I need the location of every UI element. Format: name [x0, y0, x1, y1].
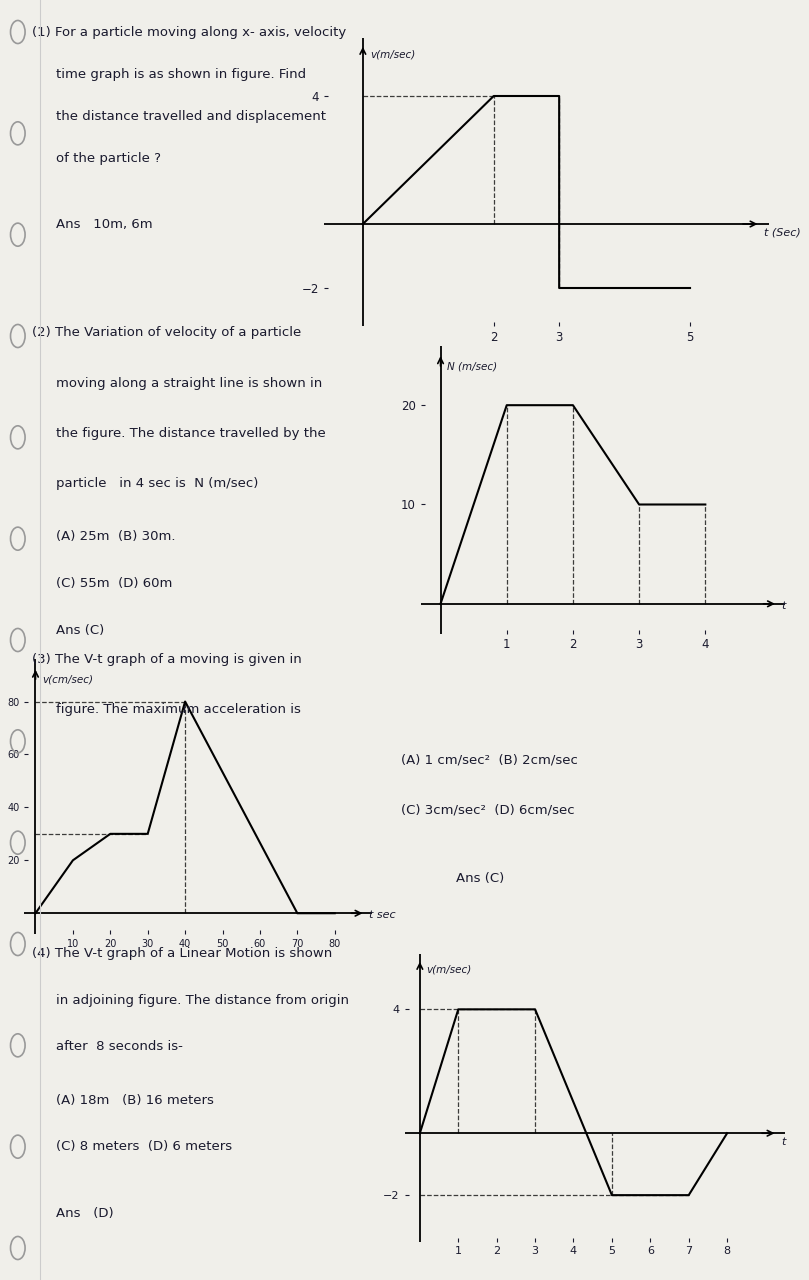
- Text: N (m/sec): N (m/sec): [447, 361, 497, 371]
- Text: v(cm/sec): v(cm/sec): [42, 675, 93, 685]
- Text: (4) The V-t graph of a Linear Motion is shown: (4) The V-t graph of a Linear Motion is …: [32, 947, 332, 960]
- Text: after  8 seconds is-: after 8 seconds is-: [56, 1041, 183, 1053]
- Text: particle   in 4 sec is  N (m/sec): particle in 4 sec is N (m/sec): [56, 477, 258, 490]
- Text: t sec: t sec: [369, 910, 396, 920]
- Text: in adjoining figure. The distance from origin: in adjoining figure. The distance from o…: [56, 993, 349, 1007]
- Text: Ans (C): Ans (C): [56, 625, 104, 637]
- Text: t: t: [781, 602, 786, 611]
- Text: (C) 3cm/sec²  (D) 6cm/sec: (C) 3cm/sec² (D) 6cm/sec: [401, 804, 574, 817]
- Text: (A) 25m  (B) 30m.: (A) 25m (B) 30m.: [56, 530, 176, 543]
- Text: (C) 8 meters  (D) 6 meters: (C) 8 meters (D) 6 meters: [56, 1140, 232, 1153]
- Text: (3) The V-t graph of a moving is given in: (3) The V-t graph of a moving is given i…: [32, 653, 302, 666]
- Text: Ans   (D): Ans (D): [56, 1207, 113, 1220]
- Text: of the particle ?: of the particle ?: [56, 152, 161, 165]
- Text: (A) 1 cm/sec²  (B) 2cm/sec: (A) 1 cm/sec² (B) 2cm/sec: [401, 753, 578, 767]
- Text: (A) 18m   (B) 16 meters: (A) 18m (B) 16 meters: [56, 1093, 214, 1107]
- Text: moving along a straight line is shown in: moving along a straight line is shown in: [56, 376, 322, 389]
- Text: (C) 55m  (D) 60m: (C) 55m (D) 60m: [56, 577, 172, 590]
- Text: t: t: [781, 1137, 786, 1147]
- Text: (2) The Variation of velocity of a particle: (2) The Variation of velocity of a parti…: [32, 326, 302, 339]
- Text: v(m/sec): v(m/sec): [370, 50, 415, 60]
- Text: the figure. The distance travelled by the: the figure. The distance travelled by th…: [56, 426, 325, 440]
- Text: Ans   10m, 6m: Ans 10m, 6m: [56, 218, 152, 232]
- Text: the distance travelled and displacement: the distance travelled and displacement: [56, 110, 326, 123]
- Text: figure. The maximum acceleration is: figure. The maximum acceleration is: [56, 703, 300, 716]
- Text: v(m/sec): v(m/sec): [426, 964, 472, 974]
- Text: Ans (C): Ans (C): [456, 873, 504, 886]
- Text: (1) For a particle moving along x- axis, velocity: (1) For a particle moving along x- axis,…: [32, 26, 346, 38]
- Text: time graph is as shown in figure. Find: time graph is as shown in figure. Find: [56, 68, 306, 81]
- Text: t (Sec): t (Sec): [765, 227, 801, 237]
